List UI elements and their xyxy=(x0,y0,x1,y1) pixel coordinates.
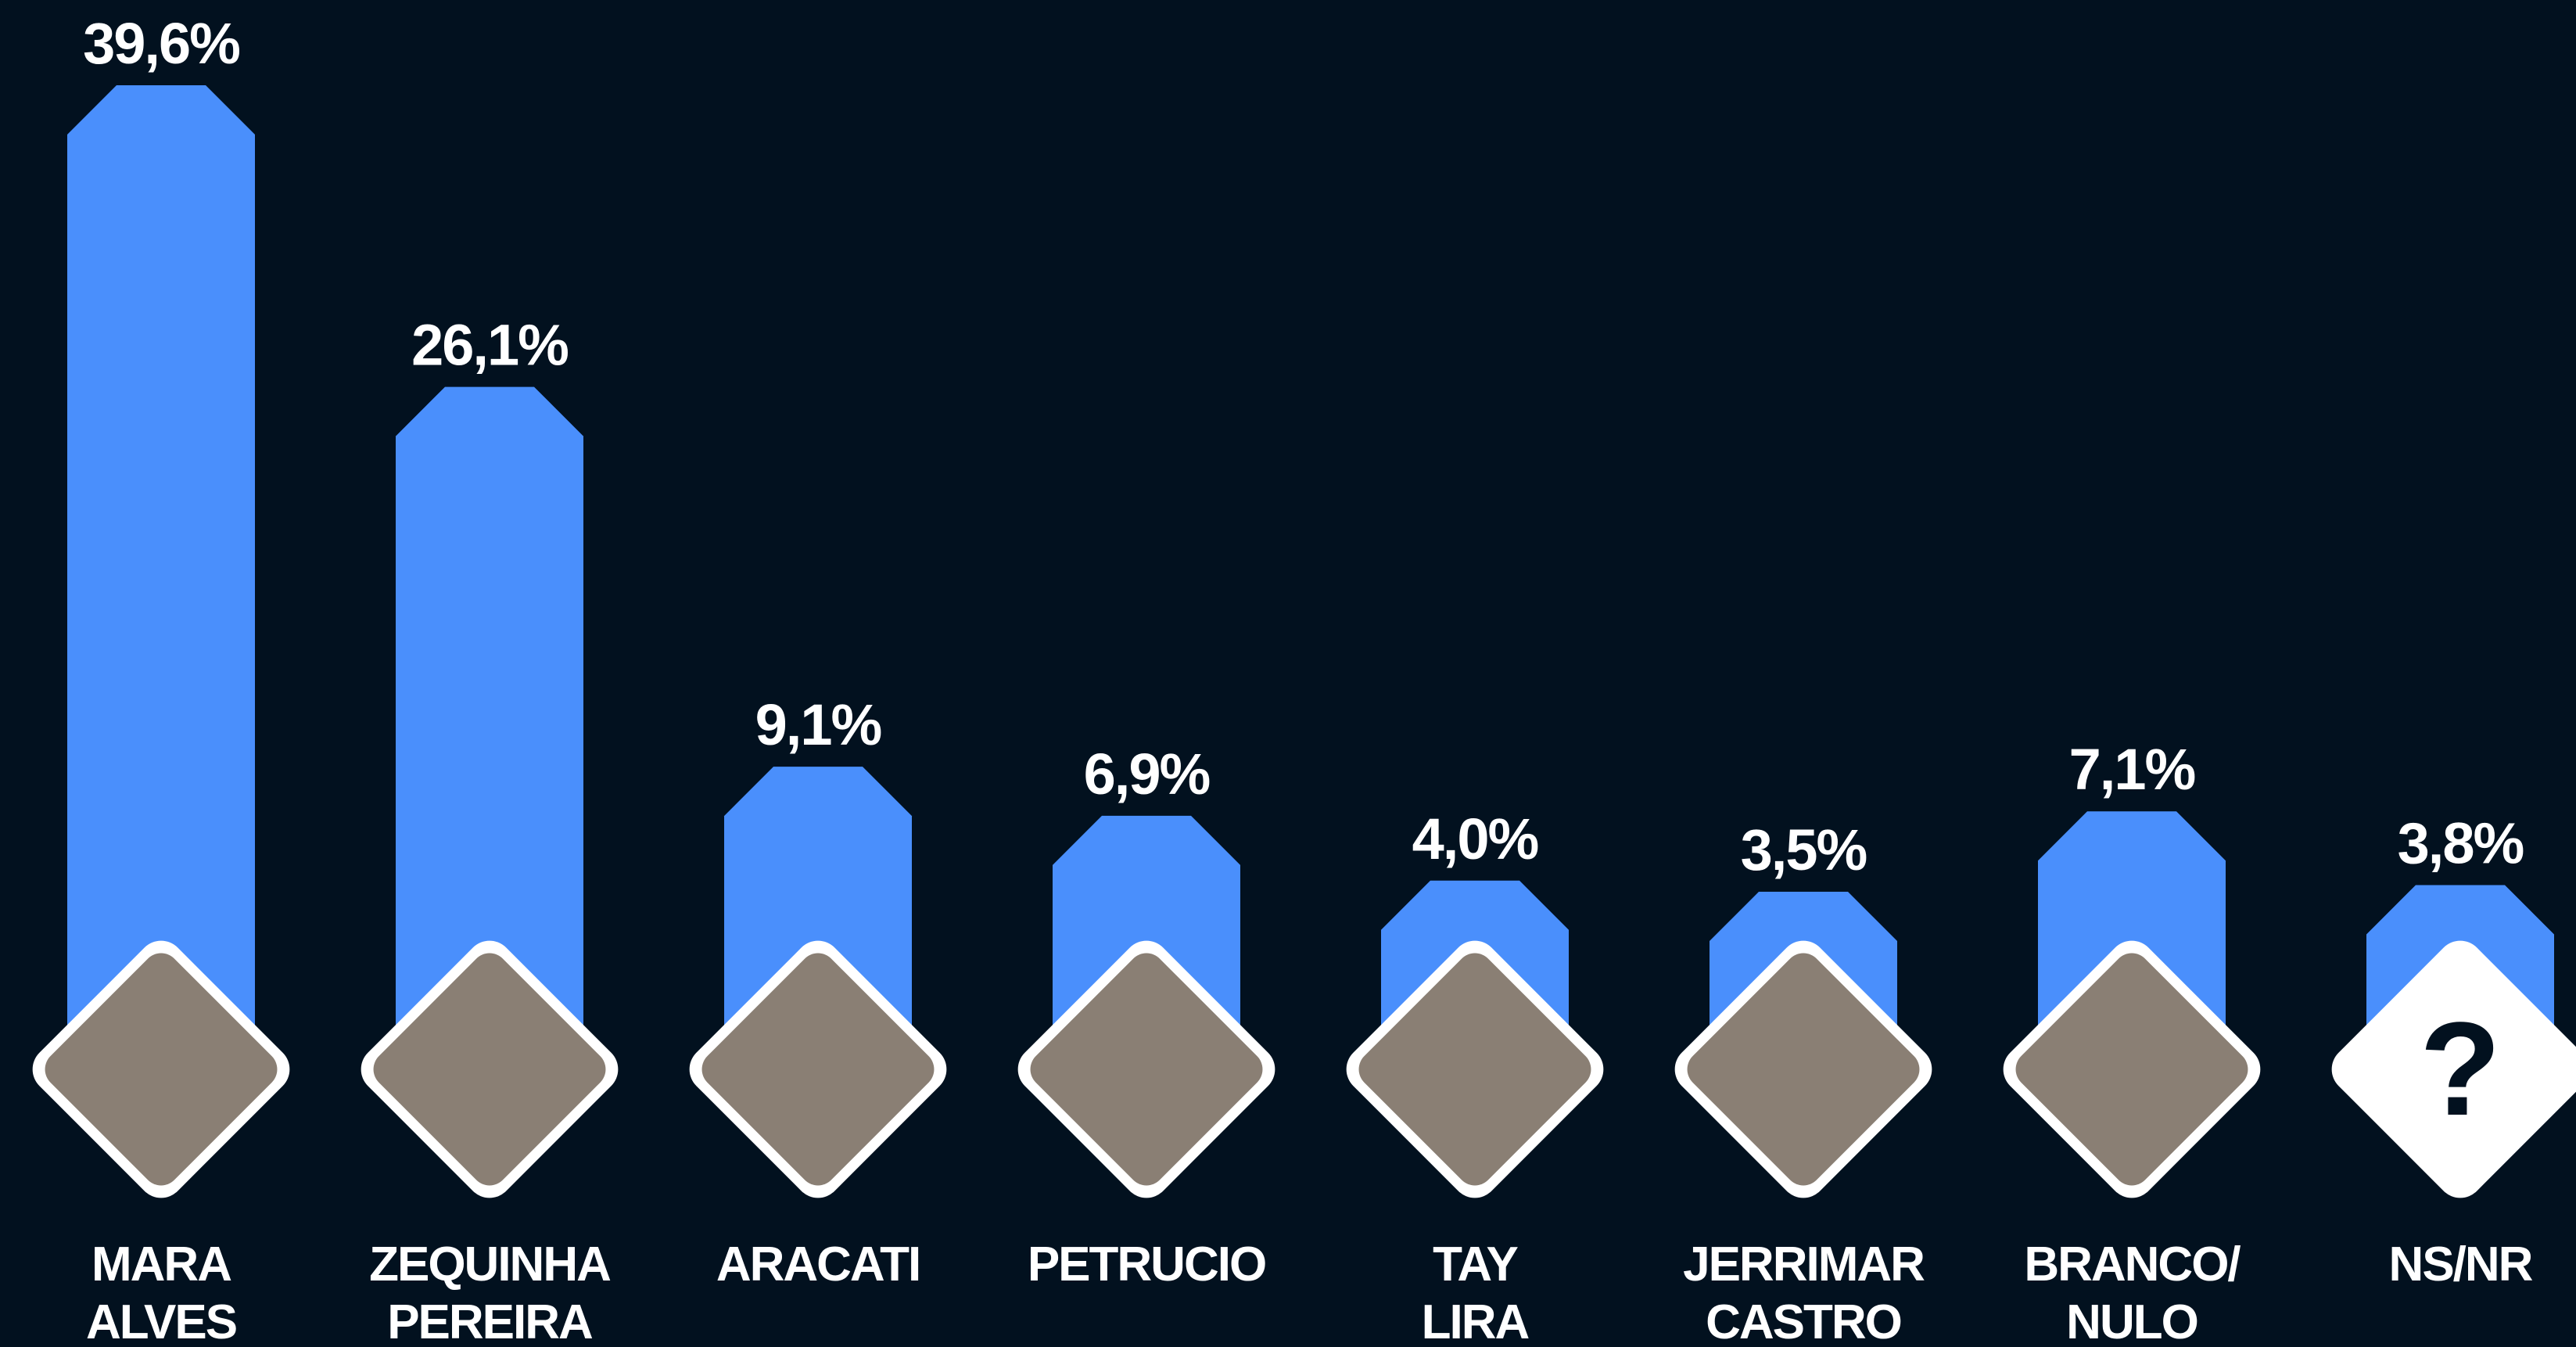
value-label: 9,1% xyxy=(755,692,881,757)
value-label: 39,6% xyxy=(83,11,239,76)
value-label: 6,9% xyxy=(1084,742,1210,806)
photo-image xyxy=(373,953,606,1186)
category-label: NS/NR xyxy=(2389,1237,2533,1291)
candidate-photo xyxy=(1674,940,1932,1198)
value-label: 3,8% xyxy=(2398,810,2524,875)
category-label: BRANCO/NULO xyxy=(2024,1237,2241,1347)
candidate-photo xyxy=(689,940,947,1198)
photo-image xyxy=(1358,953,1591,1186)
category-label: JERRIMAR CASTRO xyxy=(1683,1237,1925,1347)
value-label: 3,5% xyxy=(1741,817,1867,882)
photo-image xyxy=(2015,953,2248,1186)
category-label: MARA ALVES xyxy=(86,1237,236,1347)
candidate-photo xyxy=(2331,940,2576,1198)
category-label: ZEQUINHA PEREIRA xyxy=(369,1237,611,1347)
value-label: 7,1% xyxy=(2069,737,2195,802)
photo-image xyxy=(45,953,278,1186)
candidate-photo xyxy=(1017,940,1275,1198)
category-label: PETRUCIO xyxy=(1028,1237,1265,1291)
candidate-photo xyxy=(2003,940,2261,1198)
value-label: 4,0% xyxy=(1412,806,1538,871)
photo-image xyxy=(701,953,935,1186)
candidate-photo xyxy=(361,940,619,1198)
photo-image xyxy=(2344,953,2576,1186)
bar xyxy=(67,85,255,1069)
unknown-icon: ? xyxy=(2420,995,2501,1144)
category-label: ARACATI xyxy=(716,1237,920,1291)
value-label: 26,1% xyxy=(411,313,568,378)
candidate-photo xyxy=(32,940,290,1198)
bar xyxy=(396,386,583,1069)
category-label: TAY LIRA xyxy=(1422,1237,1530,1347)
photo-image xyxy=(1030,953,1263,1186)
candidate-photo xyxy=(1346,940,1604,1198)
photo-image xyxy=(1687,953,1920,1186)
